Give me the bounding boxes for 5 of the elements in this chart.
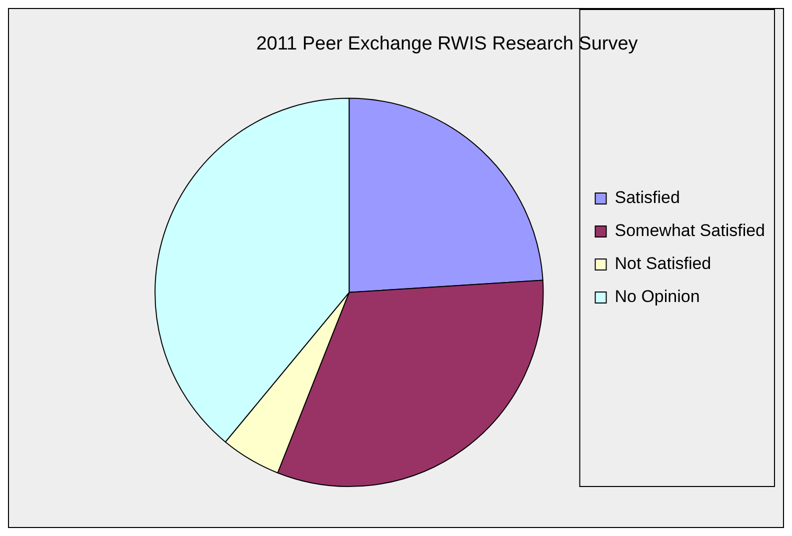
legend-label: No Opinion bbox=[614, 287, 700, 306]
legend-label: Not Satisfied bbox=[614, 254, 712, 274]
text: 2011 Peer Exchange RWIS Research Survey bbox=[256, 34, 638, 55]
legend-label: Somewhat Satisfied bbox=[614, 221, 766, 240]
legend-label: Satisfied bbox=[614, 188, 680, 208]
